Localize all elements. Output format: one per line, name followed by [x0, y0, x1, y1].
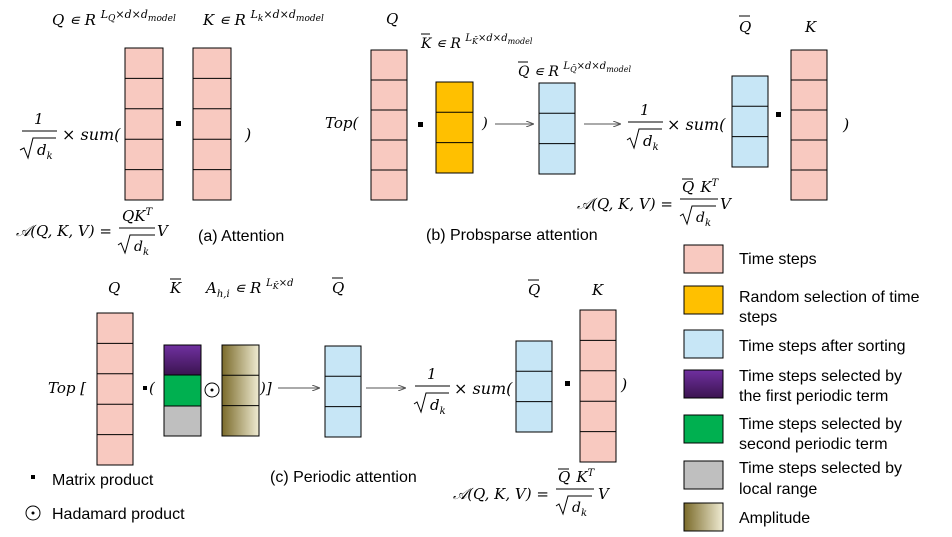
hadamard-symbol-c [204, 382, 220, 398]
legend-label-sorted: Time steps after sorting [739, 338, 906, 355]
attention-formula-den: dk [134, 239, 149, 258]
hadamard-note-symbol [25, 505, 41, 521]
times-sum-label-c: × sum( [454, 379, 513, 398]
fraction-numerator-c: 1 [427, 365, 437, 383]
fraction-denominator-c: dk [430, 396, 446, 417]
periodic-formula-sqrt [555, 495, 592, 516]
kbar-dimension-label: K ∊ R LK̄×d×dmodel [420, 33, 533, 52]
qbar-label-b: Q [739, 18, 751, 36]
matrix-product-dot-c2 [565, 381, 570, 386]
qbar-label-c2: Q [528, 281, 540, 299]
open-paren-c: ( [149, 379, 156, 397]
close-paren-c2: ) [620, 375, 627, 394]
k-matrix [192, 47, 232, 201]
matrix-product-note-symbol [31, 475, 35, 479]
kbar-periodic-matrix [163, 344, 202, 437]
amplitude-matrix [221, 344, 260, 437]
q-matrix-b [370, 49, 408, 201]
matrix-product-dot [176, 121, 181, 126]
legend-swatch-second-periodic [683, 414, 724, 444]
probsparse-formula-sqrt [679, 205, 716, 226]
matrix-product-dot-b2 [776, 112, 781, 117]
legend-label-second-periodic: Time steps selected by second periodic t… [739, 416, 906, 453]
qbar-matrix-c2 [515, 340, 553, 433]
periodic-formula-den: dk [572, 500, 587, 519]
qbar-matrix-c [324, 345, 362, 438]
times-sum-label: × sum( [62, 125, 121, 144]
q-label-b: Q [386, 10, 398, 28]
caption-probsparse: (b) Probsparse attention [426, 227, 598, 244]
matrix-product-dot-c [143, 386, 147, 390]
qbar-dimension-label: Q ∊ R LQ̄×d×dmodel [518, 61, 631, 80]
qbar-matrix-b [731, 75, 769, 168]
hadamard-note: Hadamard product [52, 506, 185, 523]
top-label-b: Top( [325, 114, 359, 132]
sqrt-sign-b [626, 128, 662, 150]
q-matrix-c [96, 312, 134, 466]
k-dimension-label: K ∊ R Lk×d×dmodel [202, 8, 324, 29]
kbar-random-matrix [435, 81, 474, 174]
top-label-c: Top [ [48, 379, 86, 397]
probsparse-formula-den: dk [696, 210, 711, 229]
periodic-formula-v: V [598, 485, 611, 503]
legend-label-random: Random selection of time steps [739, 289, 924, 326]
attention-formula-num: QKT [122, 207, 154, 225]
attention-formula-sqrt [117, 234, 155, 255]
fraction-denominator: dk [37, 141, 53, 162]
fraction-numerator-b: 1 [640, 101, 650, 119]
q-label-c: Q [108, 279, 120, 297]
panel-probsparse: Q K ∊ R LK̄×d×dmodel Top( ) Q ∊ R LQ̄×d×… [325, 10, 849, 244]
periodic-formula-lhs: 𝒜(Q, K, V) = [453, 485, 549, 503]
caption-attention: (a) Attention [198, 228, 284, 245]
close-paren-b2: ) [842, 115, 849, 134]
attention-formula-lhs: 𝒜(Q, K, V) = [16, 222, 112, 240]
probsparse-formula-num: Q KT [682, 178, 720, 196]
matrix-product-note: Matrix product [52, 472, 154, 489]
k-label-c: K [591, 281, 604, 299]
close-paren: ) [244, 125, 251, 144]
caption-periodic: (c) Periodic attention [270, 469, 417, 486]
legend-swatch-first-periodic [683, 369, 724, 399]
probsparse-formula-v: V [720, 195, 733, 213]
k-matrix-c [579, 309, 617, 463]
legend-label-amplitude: Amplitude [739, 510, 810, 527]
k-label-b: K [804, 18, 817, 36]
legend-label-time-steps: Time steps [739, 251, 817, 268]
q-matrix [124, 47, 164, 201]
legend-swatch-time-steps [683, 244, 724, 274]
legend-swatch-amplitude [683, 502, 724, 532]
legend-swatch-local [683, 460, 724, 490]
matrix-product-dot-b [418, 122, 423, 127]
times-sum-label-b: × sum( [667, 115, 726, 134]
periodic-formula-num: Q KT [558, 468, 596, 486]
fraction-denominator-b: dk [643, 132, 659, 153]
close-paren-b: ) [481, 114, 488, 132]
legend-swatch-random [683, 285, 724, 315]
legend: Time steps Random selection of time step… [683, 244, 924, 532]
kbar-label-c: K [169, 279, 182, 297]
q-dimension-label: Q ∊ R LQ×d×dmodel [52, 8, 176, 29]
legend-swatch-sorted [683, 329, 724, 359]
fraction-numerator: 1 [34, 110, 44, 128]
panel-attention: Q ∊ R LQ×d×dmodel K ∊ R Lk×d×dmodel 1 dk… [16, 8, 324, 258]
panel-periodic: Q K Ah,i ∊ R LK̄×d Q Top [ ( [48, 277, 627, 519]
a-hi-label: Ah,i ∊ R LK̄×d [204, 278, 293, 300]
sqrt-sign-c [413, 392, 449, 414]
legend-label-local: Time steps selected by local range [739, 460, 906, 498]
sqrt-sign [19, 137, 56, 160]
probsparse-formula-lhs: 𝒜(Q, K, V) = [577, 195, 673, 213]
symbol-notes: Matrix product Hadamard product [25, 472, 185, 523]
k-matrix-b [790, 49, 828, 201]
attention-formula-v: V [157, 222, 170, 240]
qbar-sorted-matrix [538, 82, 576, 175]
legend-label-first-periodic: Time steps selected by the first periodi… [739, 368, 906, 405]
close-bracket-c: )] [259, 379, 272, 397]
qbar-label-c: Q [332, 279, 344, 297]
